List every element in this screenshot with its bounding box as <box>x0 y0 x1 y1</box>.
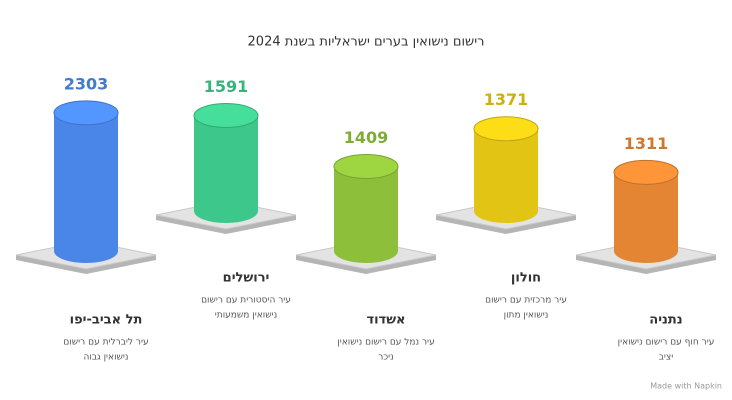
description: נישואין גבוה <box>83 353 128 363</box>
column: 1409 אשדוד עיר נמל עם רישום נישואין ניכר <box>295 128 437 363</box>
category-label: אשדוד <box>366 313 405 328</box>
chart-title: רישום נישואין בערים ישראליות בשנת 2024 <box>248 35 485 50</box>
description: עיר ליברלית עם רישום <box>63 338 148 348</box>
column: 2303 תל אביב-יפו עיר ליברלית עם רישום נישוא… <box>15 74 157 363</box>
description: עיר היסטורית עם רישום <box>201 296 291 306</box>
value-label: 1311 <box>624 134 669 153</box>
value-label: 1371 <box>484 90 529 109</box>
cylinder-top <box>473 116 539 142</box>
platform-side <box>436 215 576 234</box>
cylinder-top <box>613 159 679 185</box>
description: עיר חוף עם רישום נישואין <box>618 338 715 348</box>
description: עיר נמל עם רישום נישואין <box>337 338 434 348</box>
description: נישואין משמעותי <box>215 311 277 321</box>
column: 1311 נתניה עיר חוף עם רישום נישואין יציב <box>575 134 717 363</box>
value-label: 1591 <box>204 77 249 96</box>
category-label: תל אביב-יפו <box>70 313 143 328</box>
value-label: 2303 <box>64 74 109 93</box>
footer: Made with Napkin <box>650 382 722 391</box>
cylinder-top <box>53 100 119 126</box>
cylinder <box>54 112 118 263</box>
cylinder <box>614 172 678 263</box>
column: 1591 ירושלים עיר היסטורית עם רישום נישואין … <box>155 77 297 321</box>
value-label: 1409 <box>344 128 389 147</box>
description: ניכר <box>378 353 393 363</box>
description: עיר מרכזית עם רישום <box>485 296 567 306</box>
platform-side <box>296 255 436 274</box>
category-label: חולון <box>511 271 541 286</box>
category-label: ירושלים <box>223 271 270 286</box>
platform-side <box>16 255 156 274</box>
cylinder <box>194 115 258 223</box>
platform-side <box>576 255 716 274</box>
description: יציב <box>659 353 674 363</box>
cylinder-top <box>333 153 399 179</box>
cylinder-top <box>193 103 259 129</box>
description: נישואין מתון <box>504 311 549 321</box>
cylinder <box>474 128 538 223</box>
category-label: נתניה <box>649 313 682 328</box>
platform-side <box>156 215 296 234</box>
column: 1371 חולון עיר מרכזית עם רישום נישואין מתון <box>435 90 577 321</box>
cylinder <box>334 166 398 263</box>
